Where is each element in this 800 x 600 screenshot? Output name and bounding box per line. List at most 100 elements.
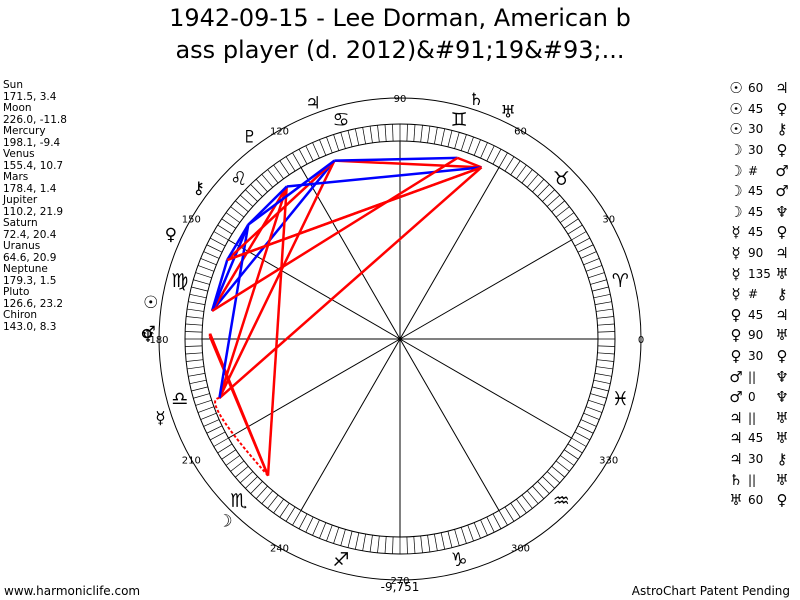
degree-tick bbox=[593, 379, 611, 385]
aspect-planet-glyph: ♀ bbox=[730, 305, 742, 324]
degree-label: 90 bbox=[394, 94, 407, 105]
aspect-line bbox=[247, 185, 288, 226]
planet-position-jupiter: 110.2, 21.9 bbox=[3, 205, 64, 218]
degree-tick bbox=[498, 152, 508, 168]
degree-tick bbox=[369, 126, 373, 143]
aspect-angle: 0 bbox=[748, 390, 756, 405]
aspect-list: ☉ 60 ♃ ☉ 45 ♀ ☉ 30 ⚷ ☽ 30 ♀ ☽ # ♂ ☽ 45 ♂ ☽ 45 ♆ ☿ 45 ♀ ☿ 90 ♃ ☿ 135 ♅… bbox=[728, 78, 800, 510]
degree-tick bbox=[546, 194, 561, 207]
degree-tick bbox=[486, 516, 495, 533]
aspect-planet-glyph: ♀ bbox=[776, 491, 788, 510]
degree-tick bbox=[250, 481, 263, 494]
degree-tick bbox=[186, 316, 204, 319]
aspect-planet-glyph: ♃ bbox=[729, 449, 743, 468]
aspect-planet-glyph: ⚷ bbox=[776, 120, 788, 139]
degree-tick bbox=[235, 466, 249, 478]
planet-position-uranus: 64.6, 20.9 bbox=[3, 251, 57, 264]
outer-circle bbox=[158, 97, 642, 581]
degree-label: 180 bbox=[149, 335, 168, 346]
degree-tick bbox=[473, 139, 481, 156]
degree-tick bbox=[427, 535, 431, 552]
planet-glyph: ♄ bbox=[469, 90, 484, 110]
aspect-line bbox=[334, 159, 482, 169]
planet-name-sun: Sun bbox=[3, 79, 23, 91]
aspect-planet-glyph: ♂ bbox=[775, 182, 789, 201]
aspect-planet-glyph: ☿ bbox=[731, 244, 741, 263]
planet-name-neptune: Neptune bbox=[3, 263, 48, 275]
degree-tick bbox=[230, 206, 245, 218]
aspect-angle: || bbox=[748, 369, 757, 384]
aspect-planet-glyph: ♅ bbox=[775, 429, 789, 448]
degree-tick bbox=[580, 251, 597, 259]
degree-tick bbox=[369, 535, 373, 552]
degree-tick bbox=[532, 485, 545, 500]
degree-label: 0 bbox=[638, 335, 644, 346]
degree-tick bbox=[473, 522, 481, 539]
aspect-planet-glyph: ☿ bbox=[731, 264, 741, 283]
degree-tick bbox=[447, 130, 453, 147]
degree-tick bbox=[326, 524, 333, 542]
degree-tick bbox=[298, 149, 308, 165]
aspect-line bbox=[226, 166, 482, 262]
degree-tick bbox=[354, 532, 360, 550]
planet-glyph: ♇ bbox=[242, 128, 257, 148]
degree-tick bbox=[347, 130, 353, 147]
aspect-planet-glyph: ♀ bbox=[776, 141, 788, 160]
degree-tick bbox=[217, 224, 233, 235]
planet-glyphs: ☉ ☽ ☿ ♀ ♂ ♃ ♄ ♅ ♆ ♇ ⚷ bbox=[140, 90, 515, 531]
aspect-angle: 30 bbox=[748, 451, 764, 466]
degree-tick bbox=[187, 308, 204, 312]
degree-tick bbox=[467, 136, 474, 154]
aspect-angle: 90 bbox=[748, 246, 764, 261]
degree-tick bbox=[527, 490, 539, 504]
zodiac-glyph: ♑ bbox=[450, 549, 467, 571]
aspect-angle: 45 bbox=[748, 225, 764, 240]
zodiac-glyph: ♒ bbox=[553, 490, 570, 512]
degree-tick bbox=[440, 532, 446, 550]
aspect-angle: 30 bbox=[748, 349, 764, 364]
degree-tick bbox=[510, 502, 521, 518]
zodiac-glyph: ♊ bbox=[450, 109, 467, 131]
aspect-line bbox=[211, 156, 459, 312]
degree-label: 210 bbox=[182, 456, 201, 467]
degree-tick bbox=[592, 286, 609, 292]
degree-tick bbox=[340, 132, 346, 149]
aspect-planet-glyph: ♆ bbox=[775, 388, 789, 407]
degree-tick bbox=[285, 156, 296, 172]
planet-name-venus: Venus bbox=[3, 148, 35, 160]
degree-tick bbox=[347, 531, 353, 548]
aspect-planet-glyph: ♀ bbox=[776, 99, 788, 118]
aspect-row: ☽ # ♂ bbox=[728, 160, 800, 181]
degree-tick bbox=[230, 460, 245, 472]
planet-glyph: ♂ bbox=[140, 323, 155, 343]
aspect-row: ♅ 60 ♀ bbox=[728, 490, 800, 511]
degree-tick bbox=[326, 136, 333, 154]
aspect-planet-glyph: ♃ bbox=[729, 408, 743, 427]
degree-labels: 0 30 60 90 120 150 180 210 240 270 300 330 bbox=[149, 94, 644, 587]
degree-tick bbox=[195, 272, 212, 279]
website-link[interactable]: www.harmoniclife.com bbox=[4, 584, 141, 598]
degree-tick bbox=[504, 506, 515, 522]
degree-tick bbox=[203, 251, 220, 259]
house-spoke bbox=[399, 338, 572, 439]
planet-position-venus: 155.4, 10.7 bbox=[3, 159, 64, 172]
aspect-lines bbox=[208, 156, 483, 477]
planet-glyph: ♃ bbox=[305, 93, 320, 113]
degree-tick bbox=[588, 399, 605, 406]
aspect-planet-glyph: ♅ bbox=[775, 326, 789, 345]
aspect-row: ♀ 45 ♃ bbox=[728, 305, 800, 326]
planet-positions-list: Sun 171.5, 3.4 Moon 226.0, -11.8 Mercury 198.… bbox=[3, 79, 67, 333]
degree-tick bbox=[546, 471, 561, 484]
degree-tick bbox=[532, 178, 545, 193]
degree-tick bbox=[590, 279, 607, 285]
degree-label: 240 bbox=[270, 544, 289, 555]
degree-tick bbox=[571, 437, 587, 447]
degree-tick bbox=[210, 431, 226, 441]
degree-tick bbox=[210, 237, 226, 247]
degree-tick bbox=[392, 536, 394, 554]
aspect-line bbox=[210, 224, 250, 312]
patent-note: AstroChart Patent Pending bbox=[631, 584, 790, 598]
degree-tick bbox=[559, 455, 575, 466]
planet-glyph: ♅ bbox=[500, 102, 515, 122]
degree-tick bbox=[292, 152, 302, 168]
